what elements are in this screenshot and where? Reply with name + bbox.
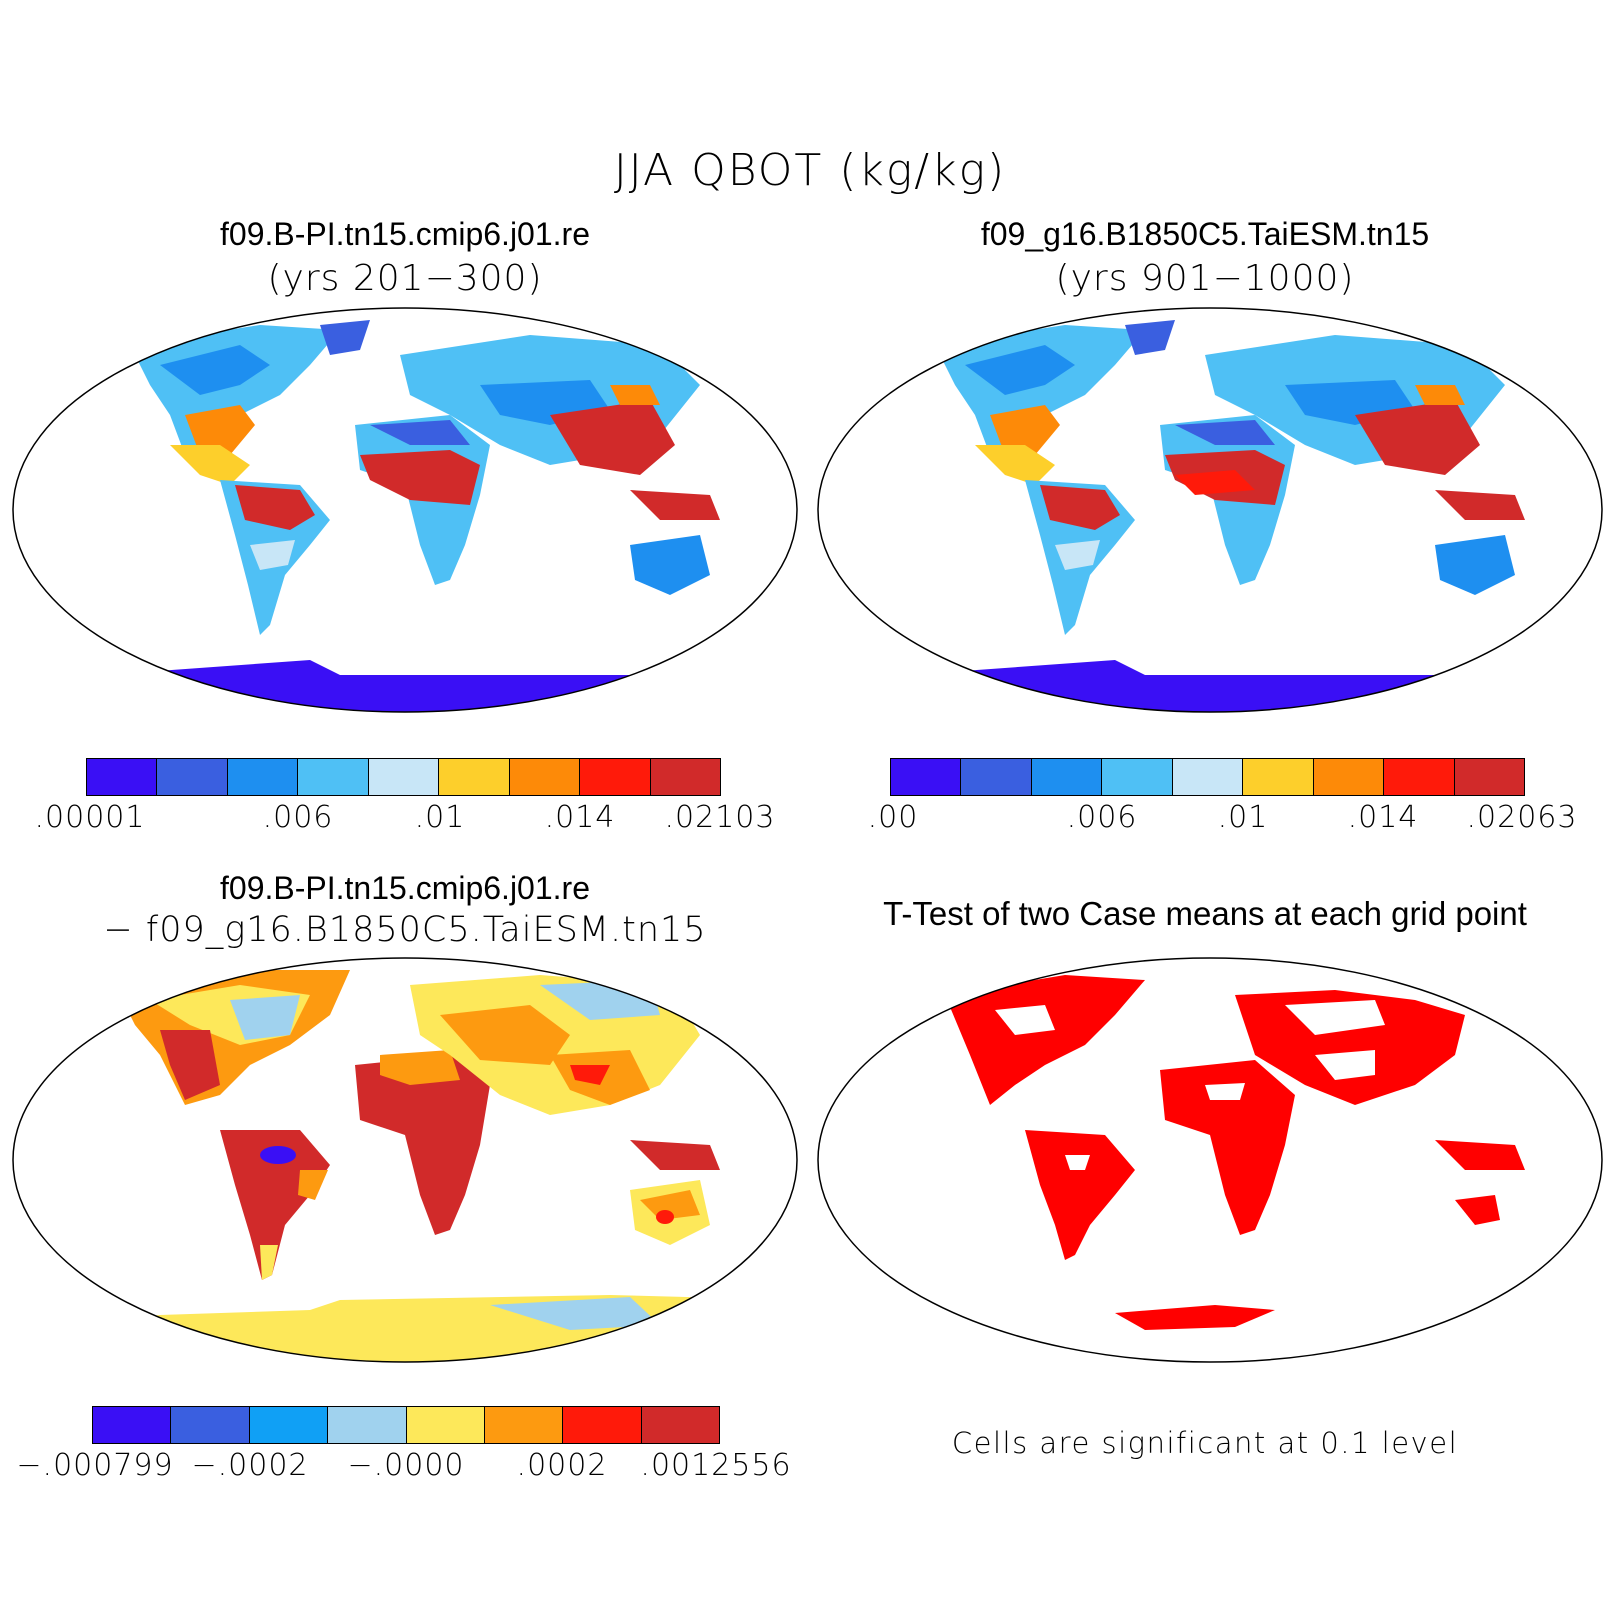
colorbar-swatch xyxy=(563,1407,642,1443)
case1-colorbar-label: .014 xyxy=(544,800,616,835)
colorbar-swatch xyxy=(1031,759,1103,795)
colorbar-swatch xyxy=(641,1407,719,1443)
case1-colorbar xyxy=(86,758,721,796)
colorbar-swatch xyxy=(509,759,581,795)
colorbar-swatch xyxy=(171,1407,250,1443)
case2-colorbar-label: .006 xyxy=(1066,800,1138,835)
colorbar-swatch xyxy=(1384,759,1455,795)
case1-colorbar-label: .006 xyxy=(262,800,334,835)
colorbar-swatch xyxy=(580,759,651,795)
colorbar-swatch xyxy=(406,1407,485,1443)
diff-colorbar xyxy=(92,1406,720,1444)
diff-colorbar-label: .0012556 xyxy=(640,1448,792,1483)
colorbar-swatch xyxy=(439,759,510,795)
colorbar-swatch xyxy=(298,759,369,795)
colorbar-swatch xyxy=(891,759,962,795)
colorbar-swatch xyxy=(961,759,1032,795)
colorbar-swatch xyxy=(1243,759,1314,795)
colorbar-swatch xyxy=(650,759,720,795)
colorbar-swatch xyxy=(1454,759,1524,795)
case1-name: f09.B-PI.tn15.cmip6.j01.re xyxy=(220,216,590,252)
ttest-title: T-Test of two Case means at each grid po… xyxy=(883,895,1527,932)
colorbar-swatch xyxy=(368,759,440,795)
case2-colorbar xyxy=(890,758,1525,796)
significance-note: Cells are significant at 0.1 level xyxy=(951,1426,1459,1460)
colorbar-swatch xyxy=(328,1407,407,1443)
page-title: JJA QBOT (kg/kg) xyxy=(613,145,1007,196)
case2-map xyxy=(815,305,1605,715)
colorbar-swatch xyxy=(1102,759,1173,795)
colorbar-swatch xyxy=(93,1407,172,1443)
case1-colorbar-label: .01 xyxy=(414,800,466,835)
case2-years: (yrs 901−1000) xyxy=(1055,258,1355,299)
case2-name: f09_g16.B1850C5.TaiESM.tn15 xyxy=(980,216,1430,252)
colorbar-swatch xyxy=(249,1407,329,1443)
ttest-map xyxy=(815,955,1605,1365)
colorbar-swatch xyxy=(157,759,228,795)
diff-colorbar-label: −.0000 xyxy=(347,1448,465,1483)
diff-title-line1: f09.B-PI.tn15.cmip6.j01.re xyxy=(220,870,590,906)
diff-map xyxy=(10,955,800,1365)
case2-colorbar-label: .014 xyxy=(1347,800,1419,835)
case2-colorbar-label: .01 xyxy=(1217,800,1269,835)
colorbar-swatch xyxy=(1172,759,1244,795)
colorbar-swatch xyxy=(87,759,158,795)
diff-colorbar-label: −.0002 xyxy=(191,1448,309,1483)
colorbar-swatch xyxy=(484,1407,564,1443)
colorbar-swatch xyxy=(227,759,299,795)
diff-colorbar-label: .0002 xyxy=(516,1448,608,1483)
case2-colorbar-label: .00 xyxy=(867,800,919,835)
case1-colorbar-label: .02103 xyxy=(664,800,776,835)
case1-years: (yrs 201−300) xyxy=(267,258,543,299)
case1-map xyxy=(10,305,800,715)
diff-title-line2: − f09_g16.B1850C5.TaiESM.tn15 xyxy=(103,910,707,950)
diff-colorbar-label: −.000799 xyxy=(16,1448,174,1483)
colorbar-swatch xyxy=(1313,759,1385,795)
case1-colorbar-label: .00001 xyxy=(34,800,146,835)
case2-colorbar-label: .02063 xyxy=(1466,800,1578,835)
